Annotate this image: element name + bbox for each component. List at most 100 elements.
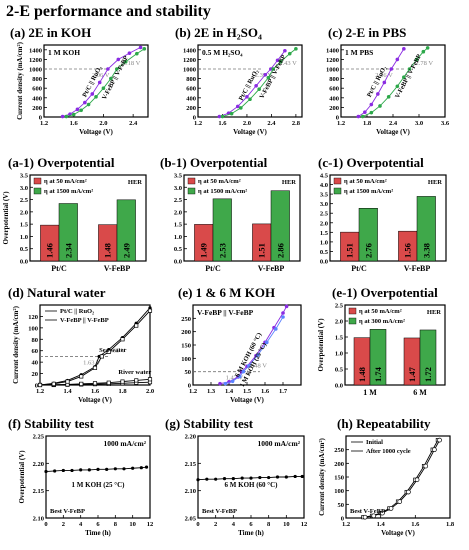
x-tick-label: 8 xyxy=(114,521,118,528)
bar-value-label: 1.48 xyxy=(357,367,367,382)
data-point xyxy=(265,340,269,345)
y-tick-label: 2.5 xyxy=(20,197,29,204)
x-tick-label: 2.0 xyxy=(99,120,107,127)
y-tick-label: 1200 xyxy=(183,57,196,64)
x-tick-label: 4 xyxy=(79,521,83,528)
data-point xyxy=(415,57,419,62)
x-category-label: Pt/C xyxy=(205,264,221,273)
x-tick-label: 2.8 xyxy=(292,120,301,127)
data-point xyxy=(360,114,365,119)
x-category-label: 1 M xyxy=(363,388,377,397)
y-tick-label: 0.0 xyxy=(335,383,343,390)
data-point xyxy=(205,477,209,481)
data-point xyxy=(376,92,380,96)
x-tick-label: 2 xyxy=(62,521,65,528)
legend-label: η at 50 mA/cm² xyxy=(198,178,241,185)
data-point xyxy=(229,111,234,116)
data-point xyxy=(378,104,382,108)
y-tick-label: 0 xyxy=(39,115,42,122)
x-tick-label: 1.4 xyxy=(377,521,386,528)
footer-note: Best V-FeBP xyxy=(202,508,237,515)
data-point xyxy=(148,306,152,310)
panel-c: (c) 2-E in PBS 0 200 400 600 800 1000 1200 1400 1… xyxy=(326,25,450,136)
bar xyxy=(358,208,378,262)
y-tick-label: 2.5 xyxy=(335,303,344,310)
y-tick-label: 2.5 xyxy=(174,197,183,204)
data-point xyxy=(79,381,84,386)
x-category-label: V-FeBP xyxy=(258,264,285,273)
reference-label: 2.78 V xyxy=(415,60,433,67)
x-tick-label: 1.6 xyxy=(91,388,100,395)
data-point xyxy=(97,80,102,85)
data-point xyxy=(116,57,121,62)
data-point xyxy=(61,468,65,473)
data-point xyxy=(423,463,429,469)
x-tick-label: 1.4 xyxy=(225,388,234,395)
panel-e1: (e-1) Overpotential 0.0 0.5 1.0 1.5 2.0 2.5 Ove… xyxy=(317,285,446,397)
data-point xyxy=(65,379,70,384)
data-point xyxy=(64,114,69,119)
data-point xyxy=(214,477,218,481)
reference-label: 1.47 V xyxy=(226,375,244,382)
y-tick-label: 1.0 xyxy=(320,239,328,246)
data-point xyxy=(75,107,80,112)
plot-frame xyxy=(183,174,301,262)
y-tick-label: 4.0 xyxy=(320,182,328,189)
data-point xyxy=(249,476,253,480)
reference-label: 1.48 V xyxy=(249,363,267,370)
data-point xyxy=(138,45,143,50)
x-tick-label: 1.2 xyxy=(337,120,345,127)
data-point xyxy=(134,323,139,328)
chart-title: (d) Natural water xyxy=(8,285,106,300)
panel-h: (h) Repeatability 0 50 100 150 200 250 Current … xyxy=(318,416,455,537)
y-tick-label: 1000 xyxy=(183,67,196,74)
x-tick-label: 1.8 xyxy=(446,521,455,528)
x-axis-label: Time (h) xyxy=(85,529,111,537)
x-tick-label: 1.6 xyxy=(411,521,420,528)
reference-label: 2.36 V xyxy=(375,72,393,79)
x-tick-label: 0 xyxy=(44,521,47,528)
data-point xyxy=(421,49,426,54)
x-tick-label: 3.0 xyxy=(415,120,423,127)
y-tick-label: 2.15 xyxy=(185,461,197,468)
y-tick-label: 2.20 xyxy=(33,461,44,468)
x-tick-label: 1.2 xyxy=(194,120,202,127)
y-tick-label: 1.5 xyxy=(20,222,29,229)
y-tick-label: 200 xyxy=(181,329,191,336)
plot-frame xyxy=(29,174,147,262)
data-point xyxy=(86,102,91,107)
y-tick-label: 2.5 xyxy=(320,211,329,218)
data-point xyxy=(92,365,98,370)
data-point xyxy=(230,379,235,384)
x-axis-label: Voltage (V) xyxy=(230,396,264,404)
y-tick-label: 120 xyxy=(28,314,38,321)
y-tick-label: 50 xyxy=(338,502,345,509)
legend-label: η at 50 mA/cm² xyxy=(344,178,387,185)
main-title: 2-E performance and stability xyxy=(6,3,211,20)
data-point xyxy=(92,381,98,386)
chart-title: (c-1) Overpotential xyxy=(318,155,424,170)
y-tick-label: 0 xyxy=(188,383,191,390)
data-point xyxy=(196,478,200,482)
y-tick-label: 2.0 xyxy=(20,209,28,216)
series-line xyxy=(66,48,145,117)
data-point xyxy=(245,95,249,99)
x-category-label: Pt/C xyxy=(351,264,367,273)
y-tick-label: 800 xyxy=(186,76,196,83)
x-tick-label: 2.4 xyxy=(267,120,276,127)
legend-swatch xyxy=(33,177,42,185)
bar-value-label: 1.46 xyxy=(45,243,55,258)
y-axis-label: Current density (mA/cm²) xyxy=(16,41,24,119)
data-point xyxy=(293,474,297,479)
x-tick-label: 1.2 xyxy=(40,120,48,127)
series-line xyxy=(39,310,151,386)
y-tick-label: 80 xyxy=(32,337,39,344)
y-tick-label: 0 xyxy=(35,383,38,390)
y-tick-label: 0.5 xyxy=(174,246,183,253)
series-line xyxy=(219,306,287,385)
data-point xyxy=(287,51,292,56)
bar-value-label: 2.76 xyxy=(363,243,373,258)
x-tick-label: 10 xyxy=(283,521,290,528)
bar-value-label: 2.49 xyxy=(121,243,131,258)
legend-label: η at 50 mA/cm² xyxy=(44,178,87,185)
